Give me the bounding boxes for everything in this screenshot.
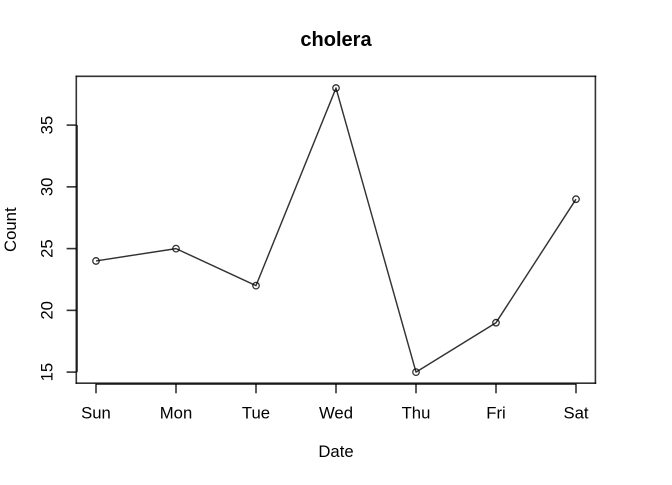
svg-text:Wed: Wed xyxy=(319,404,353,423)
svg-text:20: 20 xyxy=(38,301,57,320)
svg-text:Fri: Fri xyxy=(486,404,505,423)
svg-text:Sat: Sat xyxy=(563,404,588,423)
svg-text:cholera: cholera xyxy=(300,29,372,51)
svg-text:Mon: Mon xyxy=(160,404,192,423)
svg-text:Sun: Sun xyxy=(81,404,111,423)
svg-text:15: 15 xyxy=(38,363,57,382)
svg-text:Date: Date xyxy=(318,442,353,461)
svg-text:Thu: Thu xyxy=(402,404,431,423)
svg-text:Tue: Tue xyxy=(242,404,270,423)
svg-text:25: 25 xyxy=(38,239,57,258)
svg-text:30: 30 xyxy=(38,178,57,197)
svg-text:35: 35 xyxy=(38,116,57,135)
svg-text:Count: Count xyxy=(1,207,20,252)
